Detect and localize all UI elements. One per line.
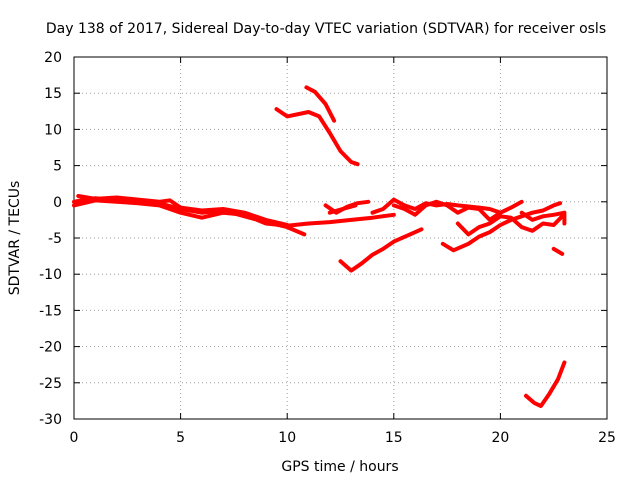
y-tick-label: 0 <box>53 195 62 211</box>
y-tick-label: 20 <box>44 50 62 66</box>
x-tick-label: 10 <box>278 430 296 446</box>
y-tick-label: 10 <box>44 122 62 138</box>
series-arc-6 <box>338 227 424 273</box>
series-arc-15 <box>524 360 567 408</box>
y-tick-label: 5 <box>53 159 62 175</box>
y-tick-label: -30 <box>39 412 62 428</box>
x-tick-label: 15 <box>385 430 403 446</box>
grid-lines <box>74 57 607 419</box>
series-arc-2 <box>72 198 396 228</box>
x-tick-label: 20 <box>491 430 509 446</box>
y-tick-label: -15 <box>39 303 62 319</box>
y-tick-label: -20 <box>39 340 62 356</box>
data-series <box>72 85 567 408</box>
y-tick-label: 15 <box>44 86 62 102</box>
y-tick-label: -25 <box>39 376 62 392</box>
axis-ticks: 0 5 10 15 20 25 -30 -25 -20 -15 -10 -5 0 5 10 15 20 <box>39 50 616 446</box>
x-tick-label: 5 <box>176 430 185 446</box>
series-arc-12 <box>455 214 565 237</box>
series-arc-8 <box>327 203 358 215</box>
y-tick-label: -10 <box>39 267 62 283</box>
series-arc-13 <box>519 210 567 226</box>
y-axis-title: SDTVAR / TECUs <box>7 181 23 296</box>
chart-title: Day 138 of 2017, Sidereal Day-to-day VTE… <box>46 21 606 37</box>
series-arc-10 <box>391 199 503 222</box>
x-tick-label: 25 <box>598 430 616 446</box>
series-arc-14 <box>551 246 565 256</box>
series-arc-5 <box>304 85 337 123</box>
series-arc-3 <box>76 194 290 227</box>
plot-frame <box>73 56 608 420</box>
x-tick-label: 0 <box>70 430 79 446</box>
series-arc-11 <box>440 201 563 253</box>
y-tick-label: -5 <box>48 231 62 247</box>
series-arc-4 <box>274 107 360 167</box>
x-axis-title: GPS time / hours <box>281 459 398 475</box>
